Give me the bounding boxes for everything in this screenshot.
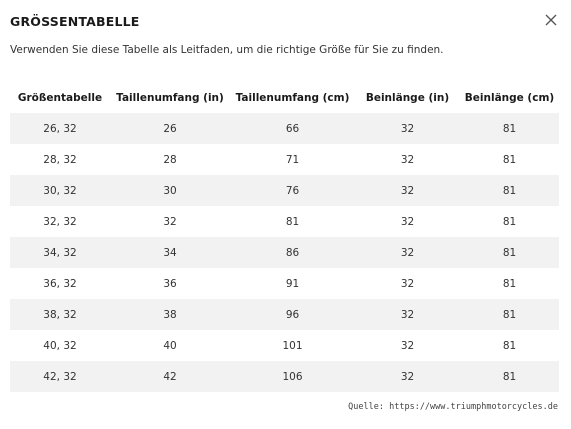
inseam-in-cell: 32 xyxy=(355,113,460,144)
inseam-in-cell: 32 xyxy=(355,299,460,330)
table-row: 36, 32 36 91 32 81 xyxy=(10,268,559,299)
inseam-in-cell: 32 xyxy=(355,361,460,392)
waist-in-cell: 28 xyxy=(163,153,177,166)
inseam-in-cell: 32 xyxy=(355,237,460,268)
size-cell: 34, 32 xyxy=(10,237,110,268)
waist-in-cell: 38 xyxy=(110,299,230,330)
waist-in-cell: 30 xyxy=(110,175,230,206)
inseam-cm-cell: 81 xyxy=(460,299,559,330)
inseam-in-cell: 32 xyxy=(355,175,460,206)
source-caption: Quelle: https://www.triumphmotorcycles.d… xyxy=(348,402,558,412)
inseam-cm-cell: 81 xyxy=(502,277,517,290)
table-row: 38, 32 38 96 32 81 xyxy=(10,299,559,330)
waist-in-cell: 34 xyxy=(110,237,230,268)
column-header-inseam-in: Beinlänge (in) xyxy=(365,91,450,104)
waist-cm-cell: 106 xyxy=(230,361,355,392)
waist-cm-cell: 96 xyxy=(230,299,355,330)
inseam-cm-cell: 81 xyxy=(502,153,517,166)
table-row: 32, 32 32 81 32 81 xyxy=(10,206,559,237)
size-cell: 42, 32 xyxy=(10,361,110,392)
waist-cm-cell: 66 xyxy=(230,113,355,144)
inseam-cm-cell: 81 xyxy=(460,237,559,268)
column-header-inseam-cm: Beinlänge (cm) xyxy=(464,91,555,104)
inseam-cm-cell: 81 xyxy=(502,215,517,228)
inseam-in-cell: 32 xyxy=(400,215,415,228)
size-cell: 30, 32 xyxy=(10,175,110,206)
inseam-cm-cell: 81 xyxy=(460,113,559,144)
modal-title: GRÖSSENTABELLE xyxy=(10,14,140,29)
table-row: 34, 32 34 86 32 81 xyxy=(10,237,559,268)
waist-cm-cell: 71 xyxy=(285,153,300,166)
table-row: 40, 32 40 101 32 81 xyxy=(10,330,559,361)
column-header-waist-in: Taillenumfang (in) xyxy=(116,91,224,104)
waist-cm-cell: 91 xyxy=(285,277,300,290)
waist-cm-cell: 76 xyxy=(230,175,355,206)
table-row: 26, 32 26 66 32 81 xyxy=(10,113,559,144)
inseam-in-cell: 32 xyxy=(400,339,415,352)
inseam-in-cell: 32 xyxy=(400,277,415,290)
size-cell: 28, 32 xyxy=(43,153,77,166)
size-cell: 36, 32 xyxy=(43,277,77,290)
column-header-waist-cm: Taillenumfang (cm) xyxy=(235,91,350,104)
waist-in-cell: 40 xyxy=(163,339,177,352)
waist-in-cell: 42 xyxy=(110,361,230,392)
close-button[interactable] xyxy=(543,12,559,28)
waist-cm-cell: 101 xyxy=(282,339,303,352)
table-row: 42, 32 42 106 32 81 xyxy=(10,361,559,392)
table-row: 28, 32 28 71 32 81 xyxy=(10,144,559,175)
table-row: 30, 32 30 76 32 81 xyxy=(10,175,559,206)
size-cell: 40, 32 xyxy=(43,339,77,352)
waist-in-cell: 36 xyxy=(163,277,177,290)
inseam-in-cell: 32 xyxy=(400,153,415,166)
inseam-cm-cell: 81 xyxy=(460,175,559,206)
close-icon xyxy=(545,14,557,26)
size-table: Größentabelle Taillenumfang (in) Taillen… xyxy=(10,82,559,392)
column-header-size: Größentabelle xyxy=(17,91,103,104)
waist-in-cell: 26 xyxy=(110,113,230,144)
waist-cm-cell: 81 xyxy=(285,215,300,228)
size-cell: 32, 32 xyxy=(43,215,77,228)
table-header-row: Größentabelle Taillenumfang (in) Taillen… xyxy=(10,82,559,113)
inseam-cm-cell: 81 xyxy=(460,361,559,392)
intro-text: Verwenden Sie diese Tabelle als Leitfade… xyxy=(10,44,444,56)
size-cell: 38, 32 xyxy=(10,299,110,330)
size-cell: 26, 32 xyxy=(10,113,110,144)
waist-cm-cell: 86 xyxy=(230,237,355,268)
waist-in-cell: 32 xyxy=(163,215,177,228)
inseam-cm-cell: 81 xyxy=(502,339,517,352)
